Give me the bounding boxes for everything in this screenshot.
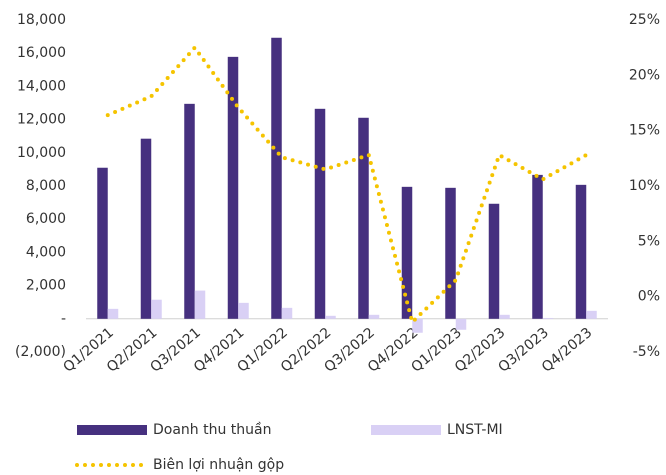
bar xyxy=(499,314,510,319)
bar xyxy=(97,167,108,319)
y-tick-label: (2,000) xyxy=(15,344,66,360)
y-tick-label: 10,000 xyxy=(17,145,66,161)
y-tick-label: 4,000 xyxy=(26,244,66,260)
bar xyxy=(314,108,326,319)
y-tick-label: 8,000 xyxy=(26,178,66,194)
bar xyxy=(401,186,413,319)
bar xyxy=(542,317,554,319)
bar xyxy=(358,117,369,319)
bar xyxy=(227,56,239,319)
y2-tick-label: 20% xyxy=(629,67,660,83)
y-tick-label: 2,000 xyxy=(26,278,66,294)
legend-label: LNST-MI xyxy=(447,422,503,438)
legend-swatch xyxy=(77,425,147,435)
bar xyxy=(325,315,336,319)
y-tick-label: 18,000 xyxy=(17,12,66,28)
y-tick-label: 16,000 xyxy=(17,45,66,61)
bar xyxy=(488,203,500,319)
y2-tick-label: 15% xyxy=(629,123,660,139)
bar xyxy=(532,174,543,319)
y2-tick-label: 10% xyxy=(629,178,660,194)
bar xyxy=(194,290,206,319)
y-tick-label: 12,000 xyxy=(17,112,66,128)
bar xyxy=(455,318,467,330)
bar xyxy=(107,308,119,319)
y-tick-label: - xyxy=(61,311,66,327)
y2-tick-label: -5% xyxy=(633,344,660,360)
bar xyxy=(575,184,587,319)
y-tick-label: 14,000 xyxy=(17,78,66,94)
y-tick-label: 6,000 xyxy=(26,211,66,227)
bar xyxy=(238,302,249,319)
bar xyxy=(445,187,456,319)
y2-tick-label: 5% xyxy=(638,233,660,249)
bar xyxy=(184,103,195,319)
bar xyxy=(281,307,293,319)
bar xyxy=(151,299,162,319)
line xyxy=(105,44,589,326)
bar xyxy=(140,138,152,319)
bar xyxy=(368,314,380,319)
legend-label: Biên lợi nhuận gộp xyxy=(153,457,284,473)
legend-label: Doanh thu thuần xyxy=(153,422,272,438)
bar xyxy=(586,310,597,319)
y2-tick-label: 25% xyxy=(629,12,660,28)
bar xyxy=(412,318,423,333)
legend-swatch xyxy=(371,425,441,435)
bar xyxy=(271,37,282,319)
y2-tick-label: 0% xyxy=(638,289,660,305)
